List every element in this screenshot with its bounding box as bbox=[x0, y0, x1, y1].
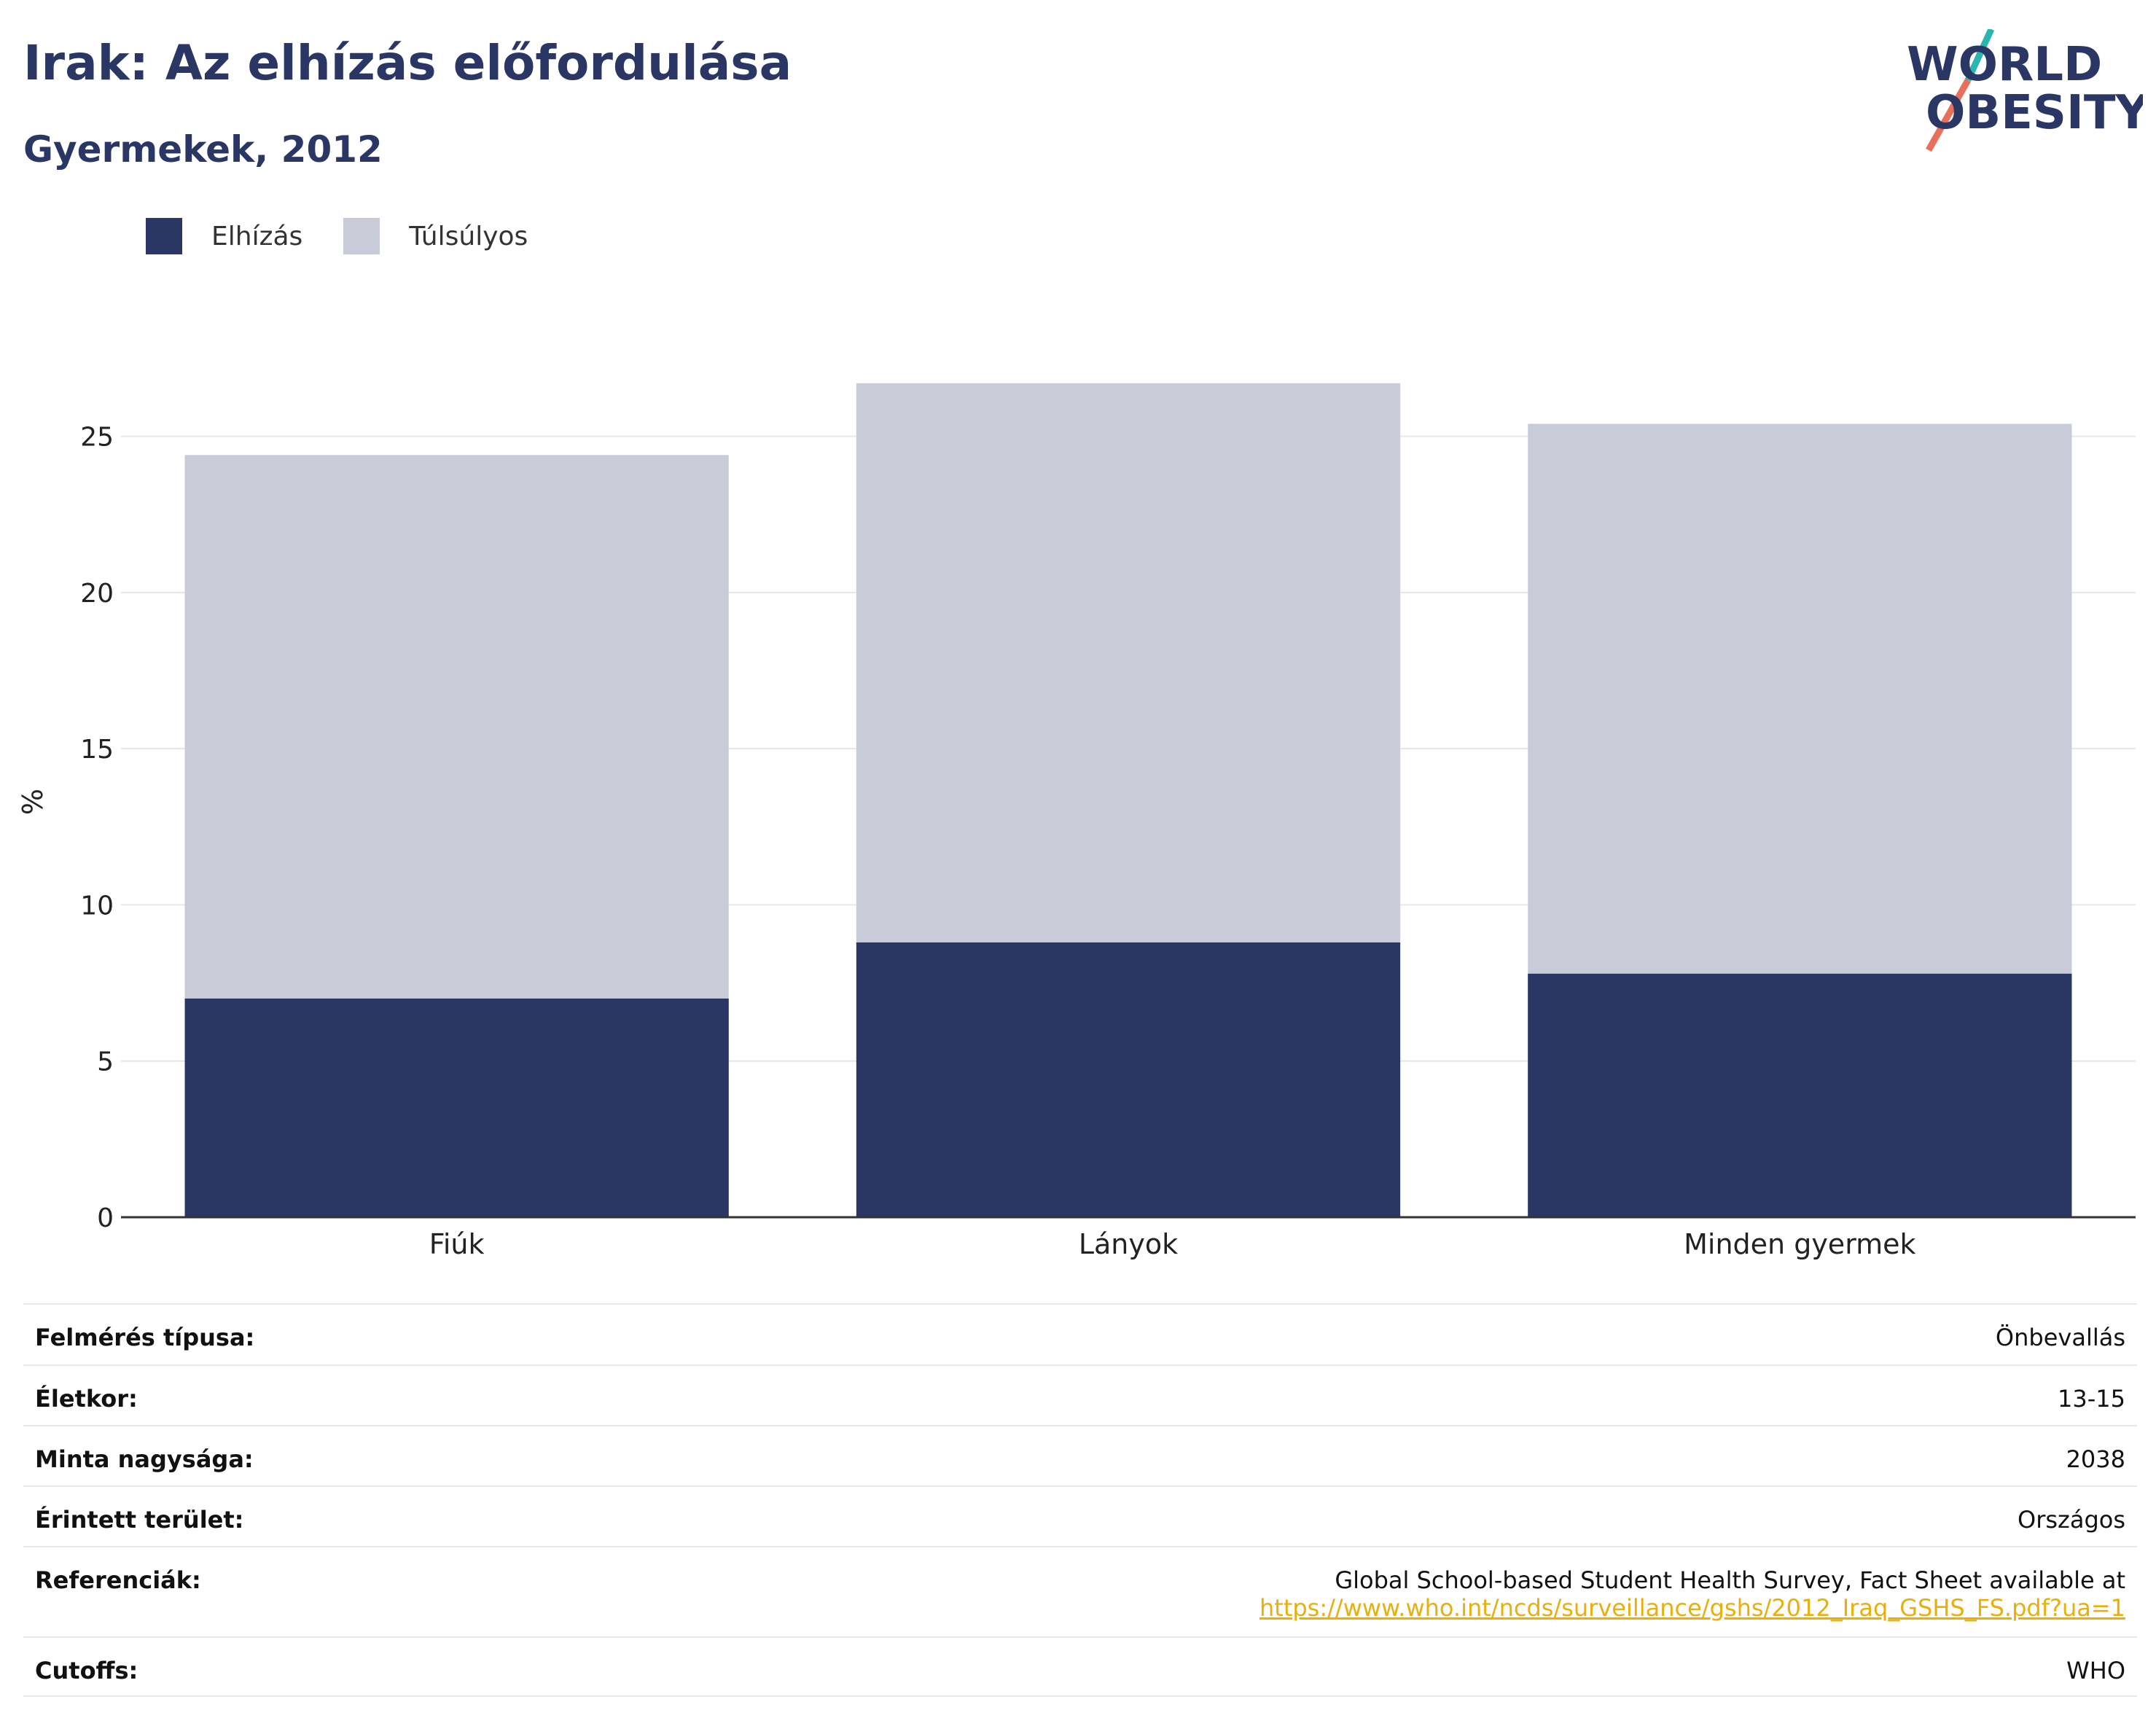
logo-line2: OBESITY bbox=[1926, 86, 2143, 140]
y-tick-label: 20 bbox=[80, 579, 114, 609]
bar-elhízás bbox=[856, 942, 1401, 1217]
info-row-cutoffs: Cutoffs: WHO bbox=[23, 1636, 2137, 1697]
info-row-survey-type: Felmérés típusa: Önbevallás bbox=[23, 1303, 2137, 1364]
info-value: Önbevallás bbox=[1995, 1324, 2125, 1351]
info-value-references: Global School-based Student Health Surve… bbox=[1259, 1566, 2125, 1622]
info-label: Referenciák: bbox=[35, 1566, 201, 1594]
bar-túlsúlyos bbox=[856, 383, 1401, 942]
world-obesity-logo: WORLD OBESITY bbox=[1907, 29, 2143, 152]
logo-slash-top bbox=[1964, 29, 1995, 82]
reference-text: Global School-based Student Health Surve… bbox=[1335, 1566, 2125, 1594]
info-value: WHO bbox=[2066, 1657, 2125, 1684]
info-value: 2038 bbox=[2066, 1445, 2125, 1473]
info-label: Érintett terület: bbox=[35, 1506, 244, 1534]
legend-item-elhizas[interactable]: Elhízás bbox=[146, 218, 302, 254]
legend-label-elhizas: Elhízás bbox=[211, 221, 303, 251]
reference-link[interactable]: https://www.who.int/ncds/surveillance/gs… bbox=[1259, 1594, 2125, 1622]
chart-legend: Elhízás Túlsúlyos bbox=[146, 216, 569, 257]
legend-item-tulsulyos[interactable]: Túlsúlyos bbox=[343, 218, 528, 254]
info-row-sample-size: Minta nagysága: 2038 bbox=[23, 1425, 2137, 1485]
y-axis-label: % bbox=[17, 789, 49, 815]
chart-title: Irak: Az elhízás előfordulása bbox=[23, 35, 792, 91]
chart-subtitle: Gyermekek, 2012 bbox=[23, 128, 383, 171]
info-row-references: Referenciák: Global School-based Student… bbox=[23, 1546, 2137, 1636]
legend-swatch-tulsulyos bbox=[343, 218, 380, 254]
legend-swatch-elhizas bbox=[146, 218, 182, 254]
y-tick-label: 0 bbox=[97, 1203, 114, 1233]
info-label: Minta nagysága: bbox=[35, 1445, 254, 1473]
y-tick-label: 5 bbox=[97, 1047, 114, 1077]
y-tick-label: 10 bbox=[80, 891, 114, 921]
y-tick-label: 25 bbox=[80, 423, 114, 453]
bar-túlsúlyos bbox=[1528, 423, 2072, 974]
y-tick-label: 15 bbox=[80, 735, 114, 765]
info-value: Országos bbox=[2018, 1506, 2125, 1534]
info-row-age: Életkor: 13-15 bbox=[23, 1364, 2137, 1425]
x-tick-label: Fiúk bbox=[429, 1228, 485, 1260]
info-label: Életkor: bbox=[35, 1385, 138, 1413]
x-tick-label: Lányok bbox=[1079, 1228, 1178, 1260]
legend-label-tulsulyos: Túlsúlyos bbox=[409, 221, 528, 251]
bar-chart: 0 5 10 15 20 25 Fiúk Lányok Minden gyermek% bbox=[17, 383, 2136, 1260]
bar-elhízás bbox=[1528, 973, 2072, 1217]
info-value: 13-15 bbox=[2058, 1385, 2125, 1413]
survey-info-table: Felmérés típusa: Önbevallás Életkor: 13-… bbox=[23, 1303, 2137, 1697]
logo-line1: WORLD bbox=[1907, 38, 2102, 92]
info-label: Felmérés típusa: bbox=[35, 1324, 255, 1351]
info-row-area: Érintett terület: Országos bbox=[23, 1485, 2137, 1546]
logo-slash-bottom bbox=[1926, 78, 1971, 152]
bar-túlsúlyos bbox=[184, 455, 729, 999]
info-label: Cutoffs: bbox=[35, 1657, 138, 1684]
x-tick-label: Minden gyermek bbox=[1684, 1228, 1915, 1260]
bar-elhízás bbox=[184, 999, 729, 1217]
